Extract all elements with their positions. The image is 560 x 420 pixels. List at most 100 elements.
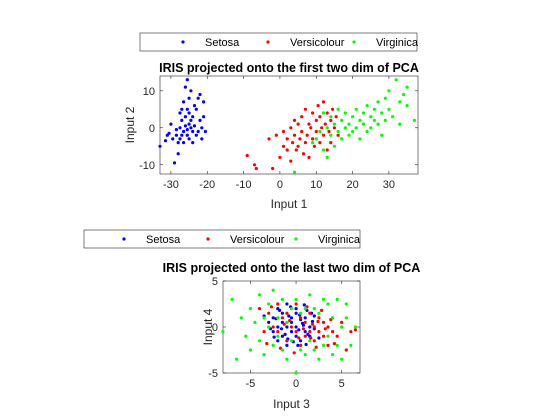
y-axis-label-1: Input 2 bbox=[123, 106, 137, 143]
point-1-virginica-40 bbox=[383, 118, 387, 122]
point-2-virginica-10 bbox=[257, 293, 262, 297]
point-2-setosa-18 bbox=[294, 325, 298, 329]
point-1-virginica-12 bbox=[332, 122, 336, 126]
point-1-versicolour-46 bbox=[329, 141, 333, 145]
legend-marker-1-1 bbox=[181, 40, 185, 44]
point-1-virginica-18 bbox=[343, 111, 347, 115]
point-2-virginica-44 bbox=[335, 297, 339, 301]
point-1-virginica-42 bbox=[387, 107, 391, 111]
point-1-versicolour-5 bbox=[271, 166, 275, 171]
point-2-virginica-5 bbox=[244, 334, 248, 338]
point-2-virginica-45 bbox=[340, 325, 344, 329]
point-1-virginica-29 bbox=[365, 104, 369, 108]
point-1-setosa-41 bbox=[196, 96, 200, 100]
point-1-versicolour-29 bbox=[309, 126, 313, 130]
point-2-setosa-32 bbox=[317, 336, 321, 340]
x-tick-label-1-2: -20 bbox=[199, 179, 215, 191]
point-1-versicolour-17 bbox=[294, 148, 298, 152]
point-1-versicolour-27 bbox=[307, 122, 311, 126]
point-1-setosa-6 bbox=[167, 131, 171, 135]
point-1-versicolour-35 bbox=[316, 104, 320, 108]
point-1-setosa-13 bbox=[178, 137, 182, 141]
point-2-virginica-47 bbox=[344, 316, 348, 320]
point-1-versicolour-39 bbox=[321, 133, 326, 137]
point-2-virginica-17 bbox=[276, 316, 280, 320]
point-1-setosa-14 bbox=[180, 118, 184, 122]
point-2-versicolour-19 bbox=[312, 325, 316, 329]
point-2-versicolour-3 bbox=[267, 311, 271, 315]
point-1-versicolour-6 bbox=[274, 133, 278, 137]
legend-marker-1-3 bbox=[352, 40, 356, 44]
legend-marker-2-3 bbox=[294, 237, 298, 241]
point-1-versicolour-4 bbox=[267, 137, 271, 141]
point-1-versicolour-14 bbox=[291, 141, 295, 145]
point-2-virginica-40 bbox=[326, 302, 330, 306]
point-2-virginica-6 bbox=[248, 307, 252, 311]
point-1-setosa-36 bbox=[191, 141, 195, 145]
point-2-virginica-33 bbox=[312, 348, 316, 352]
point-1-virginica-38 bbox=[380, 133, 384, 137]
x-axis-label-2: Input 3 bbox=[273, 397, 310, 411]
point-2-versicolour-26 bbox=[326, 343, 330, 347]
point-2-versicolour-13 bbox=[299, 316, 303, 320]
point-2-virginica-46 bbox=[340, 357, 344, 361]
point-1-versicolour-28 bbox=[307, 155, 311, 159]
point-1-virginica-2 bbox=[311, 141, 315, 145]
point-1-setosa-32 bbox=[189, 118, 193, 122]
chart-title-1: IRIS projected onto the first two dim of… bbox=[159, 61, 419, 75]
point-1-virginica-11 bbox=[332, 144, 336, 148]
point-1-versicolour-34 bbox=[314, 129, 318, 134]
point-1-virginica-32 bbox=[369, 126, 373, 130]
y-tick-label-2-3: 5 bbox=[212, 276, 218, 288]
point-1-versicolour-8 bbox=[281, 144, 286, 148]
x-tick-label-1-5: 10 bbox=[310, 179, 322, 191]
point-2-setosa-9 bbox=[280, 311, 284, 315]
point-2-versicolour-32 bbox=[349, 330, 353, 334]
point-1-setosa-5 bbox=[171, 137, 175, 141]
point-2-setosa-11 bbox=[285, 343, 289, 347]
point-2-versicolour-31 bbox=[344, 348, 348, 352]
point-1-versicolour-10 bbox=[285, 137, 289, 141]
point-2-setosa-34 bbox=[287, 314, 291, 318]
point-1-setosa-7 bbox=[172, 161, 177, 165]
point-2-virginica-3 bbox=[235, 357, 239, 361]
point-2-versicolour-28 bbox=[331, 330, 335, 334]
point-1-versicolour-13 bbox=[289, 159, 293, 163]
point-2-versicolour-21 bbox=[317, 316, 321, 320]
y-tick-label-1-1: -10 bbox=[139, 160, 155, 172]
point-2-versicolour-14 bbox=[299, 343, 303, 347]
point-1-versicolour-40 bbox=[321, 100, 326, 104]
point-1-virginica-41 bbox=[387, 89, 391, 93]
point-1-virginica-47 bbox=[401, 92, 406, 97]
point-1-virginica-46 bbox=[398, 122, 402, 126]
point-2-setosa-3 bbox=[271, 330, 275, 334]
point-1-setosa-39 bbox=[194, 133, 198, 137]
point-1-setosa-19 bbox=[182, 100, 186, 104]
point-2-setosa-14 bbox=[289, 330, 294, 334]
point-2-virginica-48 bbox=[344, 302, 348, 306]
point-2-versicolour-22 bbox=[317, 330, 321, 334]
point-2-setosa-29 bbox=[310, 319, 315, 324]
point-2-setosa-6 bbox=[276, 339, 280, 343]
point-1-virginica-20 bbox=[347, 122, 351, 126]
point-1-virginica-6 bbox=[321, 111, 326, 115]
point-1-virginica-37 bbox=[380, 111, 384, 115]
point-2-versicolour-12 bbox=[294, 330, 298, 334]
point-1-virginica-45 bbox=[398, 100, 402, 104]
point-1-setosa-50 bbox=[178, 111, 182, 115]
point-1-setosa-37 bbox=[192, 104, 197, 108]
point-1-setosa-24 bbox=[185, 133, 189, 137]
point-2-versicolour-37 bbox=[297, 336, 301, 340]
point-2-versicolour-36 bbox=[288, 319, 292, 323]
point-1-versicolour-33 bbox=[314, 118, 318, 122]
point-2-versicolour-41 bbox=[320, 308, 324, 312]
point-1-versicolour-31 bbox=[311, 137, 315, 141]
point-1-virginica-26 bbox=[358, 137, 362, 141]
point-2-virginica-21 bbox=[285, 320, 289, 324]
point-2-setosa-40 bbox=[306, 332, 310, 336]
point-1-versicolour-32 bbox=[312, 144, 316, 148]
point-1-setosa-33 bbox=[189, 89, 193, 93]
point-2-setosa-22 bbox=[299, 339, 303, 343]
point-2-versicolour-45 bbox=[282, 322, 286, 326]
point-1-virginica-15 bbox=[340, 137, 344, 141]
